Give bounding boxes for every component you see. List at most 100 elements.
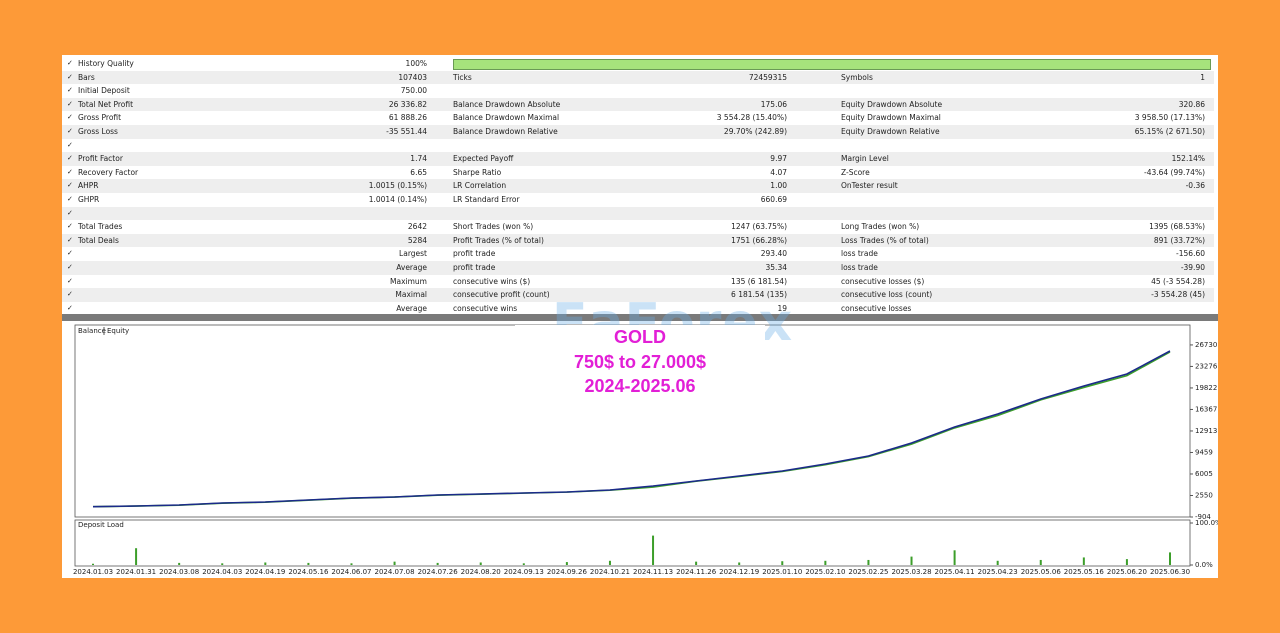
stat-value: 1.74 <box>410 154 427 164</box>
stats-row: Gross Profit 61 888.26 Balance Drawdown Ma… <box>62 111 1214 125</box>
stat-value: 175.06 <box>760 99 787 109</box>
load-bar <box>867 559 870 565</box>
stat-value: 152.14% <box>1171 154 1205 164</box>
x-tick-label: 2025.04.11 <box>935 568 975 576</box>
y-tick-label: 26730 <box>1195 341 1217 349</box>
load-bar <box>264 562 267 565</box>
stat-value: 45 (-3 554.28) <box>1151 276 1205 286</box>
stats-row: Largest profit trade 293.40 loss trade -156.… <box>62 247 1214 261</box>
stat-label: profit trade <box>453 263 496 272</box>
stat-value: 1395 (68.53%) <box>1149 222 1205 232</box>
stat-label: AHPR <box>78 181 99 191</box>
y-tick-label: 16367 <box>1195 405 1217 413</box>
stats-row: AHPR 1.0015 (0.15%) LR Correlation 1.00 OnTe… <box>62 179 1214 193</box>
load-bar <box>781 561 784 565</box>
x-tick-label: 2024.05.16 <box>288 568 329 576</box>
stat-value: 35.34 <box>765 263 787 272</box>
stat-value: 65.15% (2 671.50) <box>1134 127 1205 136</box>
x-tick-label: 2024.08.20 <box>461 568 501 576</box>
stat-label: Balance Drawdown Absolute <box>453 99 561 109</box>
load-bar <box>436 562 439 565</box>
stat-label: Total Net Profit <box>78 99 134 109</box>
stat-value: 26 336.82 <box>388 99 427 109</box>
series-line <box>92 350 1171 508</box>
stat-value: 1247 (63.75%) <box>731 222 787 232</box>
stat-label: Profit Trades (% of total) <box>453 235 544 245</box>
stat-label: GHPR <box>78 195 100 204</box>
stat-value: 891 (33.72%) <box>1153 235 1205 245</box>
load-title: Deposit Load <box>78 521 124 529</box>
y-tick-label: 12913 <box>1195 427 1217 435</box>
stat-value: -39.90 <box>1180 263 1205 272</box>
legend-balance: Balance <box>78 327 106 335</box>
stats-row: Initial Deposit 750.00 <box>62 84 1214 98</box>
load-bar <box>522 563 525 565</box>
load-bar <box>1125 559 1128 565</box>
load-bar <box>1082 557 1085 565</box>
stat-label: Bars <box>78 72 95 82</box>
stats-row: GHPR 1.0014 (0.14%) LR Standard Error 660.6… <box>62 193 1214 207</box>
quality-bar <box>453 59 1211 70</box>
stats-row: Total Net Profit 26 336.82 Balance Drawdow… <box>62 97 1214 112</box>
x-tick-label: 2024.09.26 <box>547 568 588 576</box>
stats-row: History Quality 100% <box>62 57 1214 71</box>
stat-value: Largest <box>399 249 427 259</box>
y-tick-label: -904 <box>1195 513 1211 521</box>
stat-label: Ticks <box>453 72 472 82</box>
x-tick-label: 2025.03.28 <box>891 568 931 576</box>
stat-value: Maximal <box>395 290 427 300</box>
x-tick-label: 2025.05.16 <box>1064 568 1105 576</box>
y-tick-label: 0.0% <box>1195 561 1213 569</box>
load-bar <box>178 562 181 565</box>
stat-label: Equity Drawdown Absolute <box>841 99 943 109</box>
x-tick-label: 2024.06.07 <box>331 568 371 576</box>
stats-row: Profit Factor 1.74 Expected Payoff 9.97 Marg… <box>62 152 1214 166</box>
load-bar <box>307 562 310 565</box>
stat-value: Average <box>396 303 427 313</box>
x-tick-label: 2024.09.13 <box>504 568 544 576</box>
stats-row <box>62 139 1214 153</box>
overlay-caption: GOLD 750$ to 27.000$ 2024-2025.06 <box>515 325 765 405</box>
stat-value: -0.36 <box>1185 181 1205 191</box>
stat-value: 2642 <box>407 222 427 232</box>
stat-value: 1 <box>1200 72 1205 82</box>
stat-value: 5284 <box>407 235 427 245</box>
stat-label: Z-Score <box>841 167 870 177</box>
stat-value: 293.40 <box>760 249 787 259</box>
load-bar <box>910 556 913 565</box>
x-tick-label: 2025.06.20 <box>1107 568 1147 576</box>
stat-label: Margin Level <box>841 154 889 164</box>
stat-label: LR Correlation <box>453 181 507 191</box>
stat-value: 1.0015 (0.15%) <box>368 181 427 191</box>
overlay-line: GOLD <box>614 327 666 347</box>
x-tick-label: 2024.01.03 <box>73 568 113 576</box>
load-bar <box>1169 552 1171 565</box>
stat-label: Equity Drawdown Maximal <box>841 113 941 123</box>
y-tick-label: 23276 <box>1195 362 1218 370</box>
stat-label: consecutive losses <box>841 303 912 313</box>
stat-value: 4.07 <box>770 167 787 177</box>
stats-row: Average consecutive wins 19 consecutive los… <box>62 302 1214 316</box>
x-tick-label: 2024.07.08 <box>375 568 415 576</box>
stat-label: Recovery Factor <box>78 167 139 177</box>
legend-equity: Equity <box>107 327 129 335</box>
stat-value: Maximum <box>390 276 427 286</box>
stat-value: 100% <box>405 59 427 68</box>
x-tick-label: 2024.04.03 <box>202 568 242 576</box>
stat-value: 61 888.26 <box>388 113 427 123</box>
x-tick-label: 2024.01.31 <box>116 568 156 576</box>
load-bar <box>695 561 698 565</box>
load-bar <box>608 560 611 565</box>
stat-label: Total Deals <box>78 235 119 245</box>
stat-value: 9.97 <box>770 154 787 164</box>
stat-value: 1.00 <box>770 181 787 191</box>
load-frame <box>74 519 1191 567</box>
stats-row: Bars 107403 Ticks 72459315 Symbols 1 <box>62 70 1214 85</box>
load-bar <box>953 550 956 565</box>
stat-label: Expected Payoff <box>453 154 514 164</box>
load-bar <box>350 563 353 565</box>
load-bar <box>393 561 396 565</box>
stat-label: History Quality <box>78 59 134 68</box>
stat-value: 19 <box>777 303 787 313</box>
